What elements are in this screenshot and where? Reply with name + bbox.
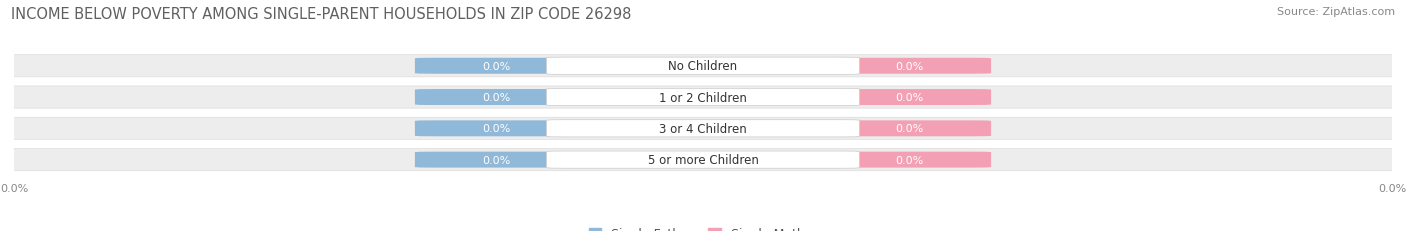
Text: 0.0%: 0.0% (896, 93, 924, 103)
FancyBboxPatch shape (828, 152, 991, 168)
FancyBboxPatch shape (547, 58, 859, 75)
FancyBboxPatch shape (547, 120, 859, 137)
FancyBboxPatch shape (547, 151, 859, 168)
Text: Source: ZipAtlas.com: Source: ZipAtlas.com (1277, 7, 1395, 17)
FancyBboxPatch shape (415, 152, 578, 168)
Text: 0.0%: 0.0% (482, 61, 510, 71)
FancyBboxPatch shape (828, 121, 991, 137)
FancyBboxPatch shape (0, 149, 1406, 171)
Text: 5 or more Children: 5 or more Children (648, 153, 758, 166)
Text: 0.0%: 0.0% (896, 124, 924, 134)
FancyBboxPatch shape (0, 55, 1406, 78)
Text: No Children: No Children (668, 60, 738, 73)
FancyBboxPatch shape (415, 121, 578, 137)
FancyBboxPatch shape (415, 58, 578, 74)
Legend: Single Father, Single Mother: Single Father, Single Mother (585, 223, 821, 231)
FancyBboxPatch shape (0, 87, 1406, 109)
Text: 0.0%: 0.0% (482, 155, 510, 165)
FancyBboxPatch shape (828, 90, 991, 106)
FancyBboxPatch shape (547, 89, 859, 106)
Text: 0.0%: 0.0% (482, 124, 510, 134)
Text: 1 or 2 Children: 1 or 2 Children (659, 91, 747, 104)
Text: 3 or 4 Children: 3 or 4 Children (659, 122, 747, 135)
Text: 0.0%: 0.0% (896, 155, 924, 165)
FancyBboxPatch shape (415, 90, 578, 106)
Text: 0.0%: 0.0% (482, 93, 510, 103)
Text: INCOME BELOW POVERTY AMONG SINGLE-PARENT HOUSEHOLDS IN ZIP CODE 26298: INCOME BELOW POVERTY AMONG SINGLE-PARENT… (11, 7, 631, 22)
FancyBboxPatch shape (0, 118, 1406, 140)
FancyBboxPatch shape (828, 58, 991, 74)
Text: 0.0%: 0.0% (896, 61, 924, 71)
